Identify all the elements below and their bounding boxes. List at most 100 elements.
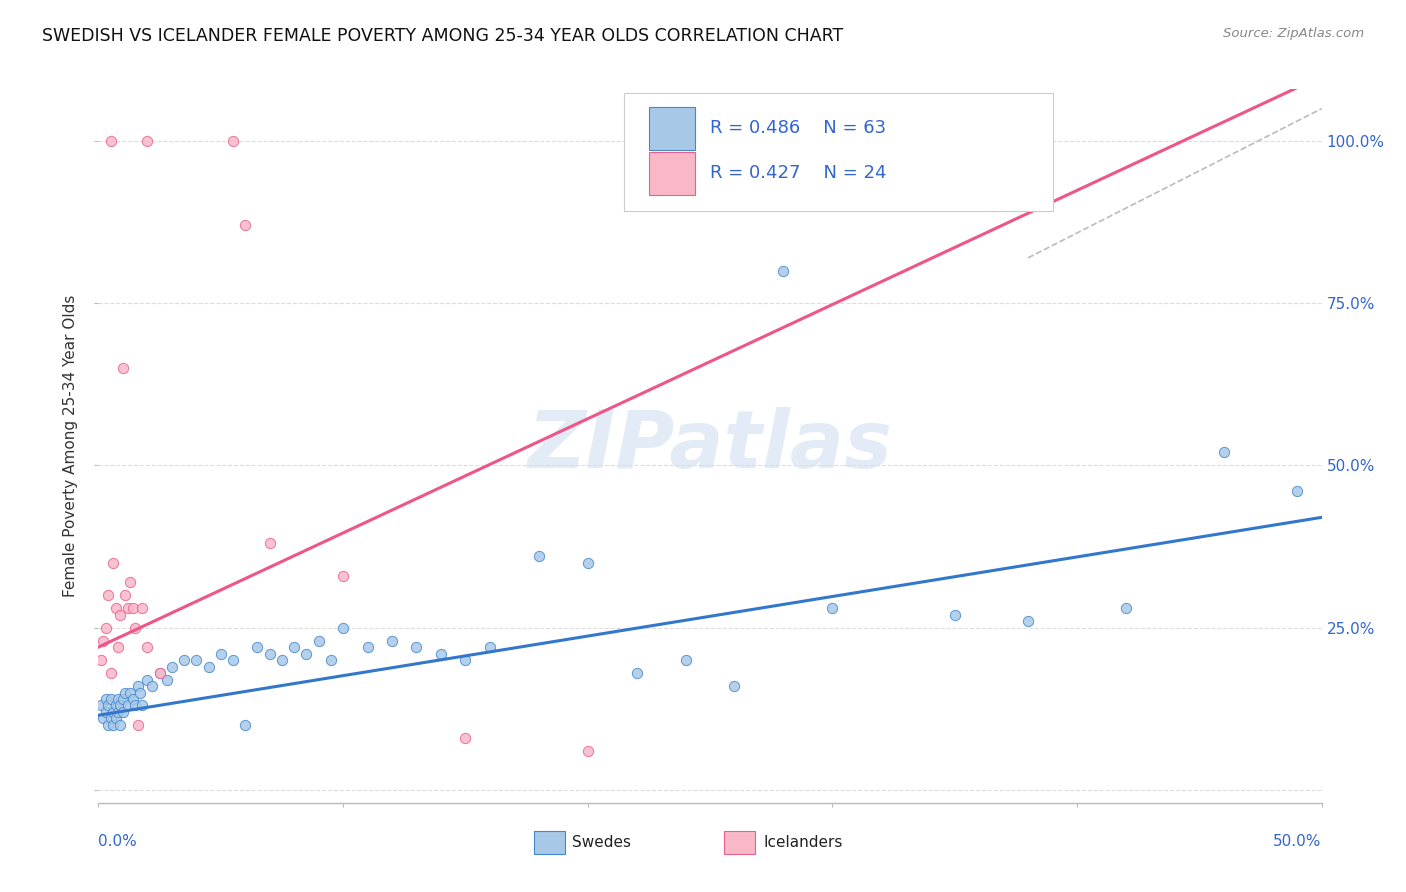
Point: [94, 705, 117, 719]
Point: [405, 640, 427, 654]
Point: [186, 653, 208, 667]
Text: R = 0.427    N = 24: R = 0.427 N = 24: [710, 164, 887, 182]
Point: [136, 640, 159, 654]
Text: Source: ZipAtlas.com: Source: ZipAtlas.com: [1223, 27, 1364, 40]
Point: [100, 692, 122, 706]
Point: [129, 685, 152, 699]
Point: [90, 653, 112, 667]
Point: [821, 601, 844, 615]
Text: Icelanders: Icelanders: [763, 835, 842, 849]
Y-axis label: Female Poverty Among 25-34 Year Olds: Female Poverty Among 25-34 Year Olds: [63, 295, 79, 597]
Point: [127, 679, 149, 693]
Point: [114, 588, 136, 602]
Point: [576, 556, 599, 570]
Point: [124, 621, 146, 635]
Point: [222, 653, 245, 667]
Point: [121, 692, 143, 706]
Point: [576, 744, 599, 758]
Point: [136, 673, 159, 687]
Point: [104, 711, 127, 725]
Point: [136, 134, 159, 148]
Point: [270, 653, 294, 667]
Point: [246, 640, 269, 654]
Point: [97, 698, 120, 713]
Text: R = 0.486    N = 63: R = 0.486 N = 63: [710, 120, 886, 137]
FancyBboxPatch shape: [650, 107, 696, 150]
Point: [104, 698, 127, 713]
Point: [124, 698, 146, 713]
Point: [100, 134, 122, 148]
Point: [101, 556, 124, 570]
Point: [107, 640, 129, 654]
Point: [149, 666, 172, 681]
Point: [114, 685, 136, 699]
Point: [121, 601, 143, 615]
Point: [454, 731, 477, 745]
Text: SWEDISH VS ICELANDER FEMALE POVERTY AMONG 25-34 YEAR OLDS CORRELATION CHART: SWEDISH VS ICELANDER FEMALE POVERTY AMON…: [42, 27, 844, 45]
Point: [222, 134, 245, 148]
Point: [120, 685, 142, 699]
Point: [111, 692, 134, 706]
Point: [127, 718, 149, 732]
Point: [110, 698, 132, 713]
Point: [319, 653, 342, 667]
Point: [675, 653, 697, 667]
Point: [97, 588, 120, 602]
Point: [131, 601, 153, 615]
Text: 50.0%: 50.0%: [1274, 834, 1322, 849]
Point: [1115, 601, 1137, 615]
Point: [233, 219, 256, 233]
Point: [101, 718, 124, 732]
Point: [100, 711, 122, 725]
Point: [160, 659, 183, 673]
Point: [110, 607, 132, 622]
Point: [94, 621, 117, 635]
Point: [478, 640, 501, 654]
Point: [156, 673, 179, 687]
Point: [141, 679, 163, 693]
Point: [173, 653, 195, 667]
Point: [1212, 445, 1234, 459]
Point: [308, 633, 330, 648]
Point: [356, 640, 378, 654]
Point: [197, 659, 219, 673]
Point: [772, 264, 794, 278]
Point: [332, 621, 354, 635]
Point: [111, 705, 134, 719]
Point: [454, 653, 477, 667]
Point: [626, 666, 648, 681]
Point: [110, 718, 132, 732]
Point: [259, 536, 281, 550]
Point: [233, 718, 256, 732]
Text: 0.0%: 0.0%: [98, 834, 138, 849]
FancyBboxPatch shape: [650, 152, 696, 194]
Point: [100, 666, 122, 681]
Point: [94, 692, 117, 706]
Point: [209, 647, 232, 661]
Point: [283, 640, 305, 654]
FancyBboxPatch shape: [624, 93, 1053, 211]
Point: [107, 692, 129, 706]
Point: [120, 575, 142, 590]
Point: [1017, 614, 1039, 628]
Point: [97, 718, 120, 732]
Point: [723, 679, 745, 693]
Point: [117, 601, 139, 615]
Point: [90, 698, 112, 713]
Point: [111, 361, 134, 376]
Text: Swedes: Swedes: [572, 835, 631, 849]
Point: [295, 647, 318, 661]
Point: [1286, 484, 1309, 499]
Point: [101, 705, 124, 719]
Point: [527, 549, 550, 564]
Point: [91, 633, 114, 648]
Point: [91, 711, 114, 725]
Text: ZIPatlas: ZIPatlas: [527, 407, 893, 485]
Point: [332, 568, 354, 582]
Point: [149, 666, 172, 681]
Point: [117, 698, 139, 713]
Point: [430, 647, 453, 661]
Point: [104, 601, 127, 615]
Point: [131, 698, 153, 713]
Point: [943, 607, 966, 622]
